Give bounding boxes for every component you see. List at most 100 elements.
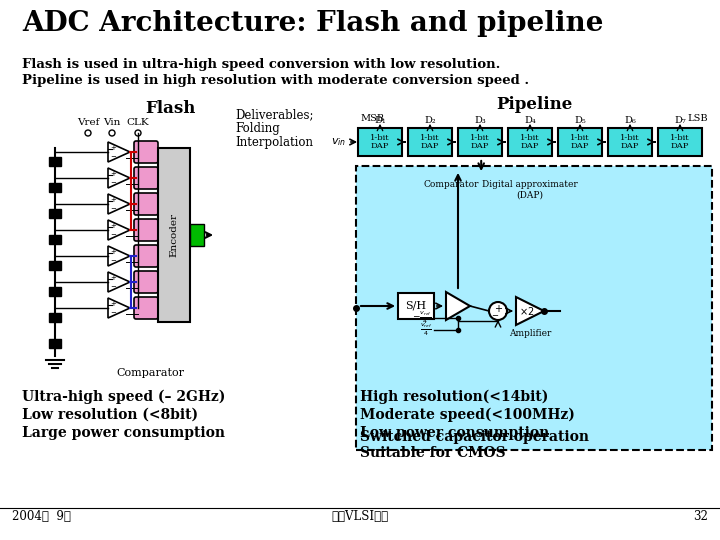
- Text: DAP: DAP: [671, 142, 689, 150]
- Text: Interpolation: Interpolation: [235, 136, 313, 149]
- Bar: [49, 339, 61, 348]
- Text: +: +: [110, 197, 116, 203]
- Text: DAP: DAP: [420, 142, 439, 150]
- Text: CLK: CLK: [127, 118, 149, 127]
- Text: Amplifier: Amplifier: [509, 329, 552, 338]
- Circle shape: [85, 130, 91, 136]
- Text: +: +: [110, 223, 116, 229]
- Bar: [508, 128, 552, 156]
- Text: +: +: [110, 301, 116, 307]
- Bar: [49, 235, 61, 244]
- Text: Comparator: Comparator: [116, 368, 184, 378]
- Text: −: −: [110, 284, 116, 290]
- Bar: [49, 287, 61, 296]
- Text: Low power consumption: Low power consumption: [360, 426, 549, 440]
- Polygon shape: [108, 194, 130, 214]
- Polygon shape: [446, 292, 470, 320]
- Text: DAP: DAP: [571, 142, 589, 150]
- Polygon shape: [108, 246, 130, 266]
- Text: D₅: D₅: [574, 116, 586, 125]
- Text: −: −: [110, 206, 116, 212]
- Text: Flash: Flash: [145, 100, 195, 117]
- Polygon shape: [108, 142, 130, 162]
- Text: −: −: [110, 258, 116, 264]
- FancyBboxPatch shape: [134, 219, 158, 241]
- Text: D₄: D₄: [524, 116, 536, 125]
- FancyBboxPatch shape: [134, 141, 158, 163]
- Text: −: −: [110, 180, 116, 186]
- Text: Encoder: Encoder: [169, 213, 179, 257]
- FancyBboxPatch shape: [134, 245, 158, 267]
- Text: 2004年  9月: 2004年 9月: [12, 510, 71, 523]
- Circle shape: [489, 302, 507, 320]
- Text: Low resolution (<8bit): Low resolution (<8bit): [22, 408, 198, 422]
- Text: Flash is used in ultra-high speed conversion with low resolution.: Flash is used in ultra-high speed conver…: [22, 58, 500, 71]
- Text: $-\frac{v_{ref}}{4}$: $-\frac{v_{ref}}{4}$: [412, 310, 432, 326]
- Circle shape: [109, 130, 115, 136]
- Text: $\times$2: $\times$2: [519, 305, 535, 317]
- Text: 1-bit: 1-bit: [570, 134, 590, 142]
- Polygon shape: [516, 297, 544, 325]
- Bar: [458, 128, 502, 156]
- Text: +: +: [494, 304, 502, 314]
- Text: 1-bit: 1-bit: [470, 134, 490, 142]
- Text: DAP: DAP: [521, 142, 539, 150]
- Bar: [558, 128, 602, 156]
- Text: Ultra-high speed (– 2GHz): Ultra-high speed (– 2GHz): [22, 390, 225, 404]
- FancyBboxPatch shape: [134, 271, 158, 293]
- Text: 1-bit: 1-bit: [420, 134, 440, 142]
- Text: D₆: D₆: [624, 116, 636, 125]
- Text: 1-bit: 1-bit: [520, 134, 540, 142]
- Text: 1-bit: 1-bit: [620, 134, 640, 142]
- Text: Moderate speed(<100MHz): Moderate speed(<100MHz): [360, 408, 575, 422]
- Text: Large power consumption: Large power consumption: [22, 426, 225, 440]
- Text: −: −: [110, 154, 116, 160]
- Text: DAP: DAP: [471, 142, 489, 150]
- Bar: [49, 313, 61, 322]
- Text: Switched capacitor operation: Switched capacitor operation: [360, 430, 589, 444]
- Polygon shape: [108, 168, 130, 188]
- Bar: [658, 128, 702, 156]
- Polygon shape: [108, 298, 130, 318]
- Text: 新大VLSI工学: 新大VLSI工学: [331, 510, 389, 523]
- Text: D₁: D₁: [374, 116, 386, 125]
- Bar: [358, 128, 402, 156]
- Text: 1-bit: 1-bit: [370, 134, 390, 142]
- Text: −: −: [110, 310, 116, 316]
- Bar: [49, 261, 61, 270]
- Text: LSB: LSB: [688, 114, 708, 123]
- Text: Deliverables;: Deliverables;: [235, 108, 313, 121]
- Bar: [49, 209, 61, 218]
- Text: ADC Architecture: Flash and pipeline: ADC Architecture: Flash and pipeline: [22, 10, 603, 37]
- Bar: [356, 166, 712, 450]
- Text: High resolution(<14bit): High resolution(<14bit): [360, 390, 549, 404]
- Text: Vin: Vin: [103, 118, 121, 127]
- Text: Folding: Folding: [235, 122, 280, 135]
- Text: +: +: [110, 249, 116, 255]
- Text: −: −: [110, 232, 116, 238]
- Text: Suitable for CMOS: Suitable for CMOS: [360, 446, 505, 460]
- Text: +: +: [110, 171, 116, 177]
- Text: D₇: D₇: [674, 116, 686, 125]
- FancyBboxPatch shape: [134, 167, 158, 189]
- Text: D₂: D₂: [424, 116, 436, 125]
- Bar: [190, 224, 204, 246]
- Text: −: −: [492, 312, 498, 321]
- Text: Comparator: Comparator: [423, 180, 479, 189]
- Polygon shape: [108, 272, 130, 292]
- FancyBboxPatch shape: [134, 297, 158, 319]
- Text: $v_{in}$: $v_{in}$: [331, 136, 346, 148]
- Bar: [608, 128, 652, 156]
- Bar: [408, 128, 452, 156]
- Text: S/H: S/H: [405, 301, 426, 311]
- Bar: [49, 157, 61, 166]
- Text: Vref: Vref: [77, 118, 99, 127]
- Bar: [398, 293, 434, 319]
- Text: Digital approximater
(DAP): Digital approximater (DAP): [482, 180, 578, 199]
- Circle shape: [135, 130, 141, 136]
- Text: DAP: DAP: [621, 142, 639, 150]
- Text: Pipeline: Pipeline: [496, 96, 572, 113]
- Bar: [158, 148, 190, 322]
- Text: Pipeline is used in high resolution with moderate conversion speed .: Pipeline is used in high resolution with…: [22, 74, 529, 87]
- Polygon shape: [108, 220, 130, 240]
